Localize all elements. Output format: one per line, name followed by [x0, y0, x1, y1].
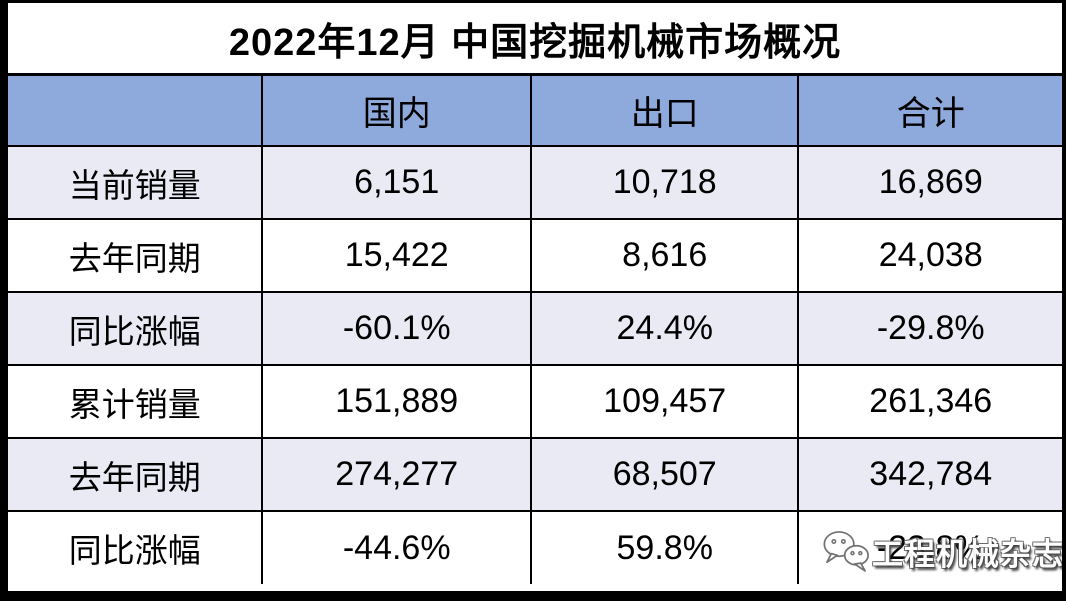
table-cell: 24.4% — [529, 291, 800, 366]
table-cell: 68,507 — [529, 437, 800, 512]
table-cell: 15,422 — [261, 218, 532, 293]
header-cell-export: 出口 — [529, 75, 800, 147]
table-cell: -23.8% — [797, 510, 1062, 585]
table-cell: 24,038 — [797, 218, 1062, 293]
table-cell: 151,889 — [261, 364, 532, 439]
table-cell: 274,277 — [261, 437, 532, 512]
table-cell: -60.1% — [261, 291, 532, 366]
table-cell: -29.8% — [797, 291, 1062, 366]
table-row: 同比涨幅 -60.1% 24.4% -29.8% — [8, 291, 1062, 366]
table-cell: 6,151 — [261, 145, 532, 220]
table-cell: -44.6% — [261, 510, 532, 585]
header-row: 国内 出口 合计 — [8, 75, 1062, 147]
row-label: 同比涨幅 — [8, 510, 264, 585]
table-cell: 261,346 — [797, 364, 1062, 439]
row-label: 同比涨幅 — [8, 291, 264, 366]
table-cell: 342,784 — [797, 437, 1062, 512]
table-cell: 59.8% — [529, 510, 800, 585]
table-row: 当前销量 6,151 10,718 16,869 — [8, 145, 1062, 220]
table-cell: 8,616 — [529, 218, 800, 293]
data-table: 国内 出口 合计 当前销量 6,151 10,718 16,869 去年同期 1… — [8, 75, 1062, 585]
header-cell-total: 合计 — [797, 75, 1062, 147]
page-title: 2022年12月 中国挖掘机械市场概况 — [8, 3, 1062, 76]
table-row: 去年同期 274,277 68,507 342,784 — [8, 437, 1062, 512]
row-label: 去年同期 — [8, 437, 264, 512]
table-row: 去年同期 15,422 8,616 24,038 — [8, 218, 1062, 293]
row-label: 累计销量 — [8, 364, 264, 439]
table-row: 累计销量 151,889 109,457 261,346 — [8, 364, 1062, 439]
table-cell: 16,869 — [797, 145, 1062, 220]
table-cell: 109,457 — [529, 364, 800, 439]
row-label: 当前销量 — [8, 145, 264, 220]
table-row: 同比涨幅 -44.6% 59.8% -23.8% — [8, 510, 1062, 585]
header-cell-blank — [8, 75, 264, 147]
header-cell-domestic: 国内 — [261, 75, 532, 147]
table-cell: 10,718 — [529, 145, 800, 220]
row-label: 去年同期 — [8, 218, 264, 293]
